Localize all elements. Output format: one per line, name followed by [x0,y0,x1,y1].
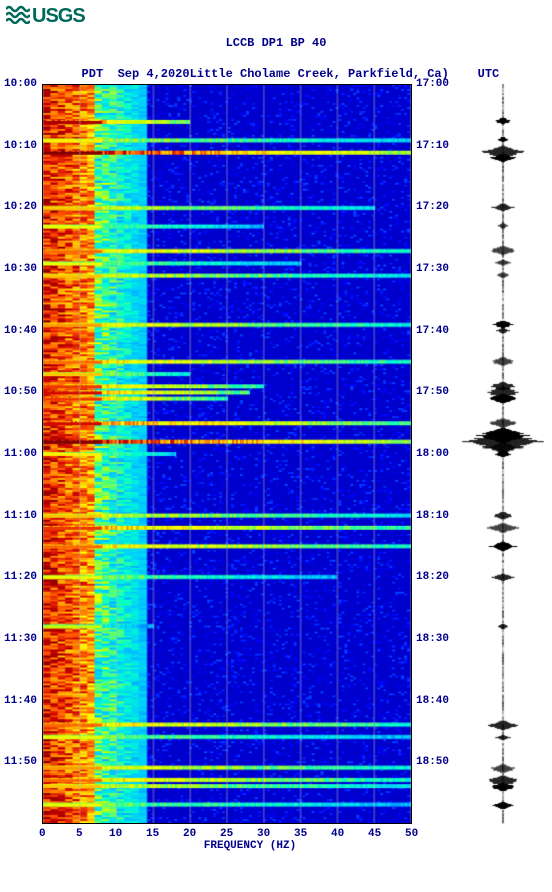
y-left-tick: 11:20 [4,571,37,583]
y-left-tick: 11:10 [4,510,37,522]
y-right-tick: 17:20 [416,201,449,213]
y-right-tick: 17:00 [416,78,449,90]
y-left-tick: 10:00 [4,78,37,90]
y-left-tick: 10:30 [4,263,37,275]
y-right-tick: 17:40 [416,325,449,337]
y-left-tick: 11:00 [4,448,37,460]
x-tick: 30 [257,828,270,840]
seismogram-canvas [460,84,546,824]
x-tick: 5 [76,828,83,840]
y-right-tick: 18:20 [416,571,449,583]
x-tick: 25 [220,828,233,840]
y-right-tick: 17:30 [416,263,449,275]
x-tick: 40 [331,828,344,840]
x-tick: 15 [146,828,159,840]
y-right-tick: 18:00 [416,448,449,460]
x-tick: 20 [183,828,196,840]
y-left-tick: 11:50 [4,756,37,768]
y-left-tick: 10:50 [4,386,37,398]
y-right-tick: 18:10 [416,510,449,522]
y-right-tick: 18:30 [416,633,449,645]
wave-icon [6,4,30,29]
y-left-tick: 10:10 [4,140,37,152]
x-tick: 50 [405,828,418,840]
seismogram-panel [460,84,546,824]
usgs-text: USGS [32,5,85,28]
y-right-tick: 17:10 [416,140,449,152]
y-left-tick: 11:30 [4,633,37,645]
y-left-tick: 10:40 [4,325,37,337]
x-tick: 35 [294,828,307,840]
y-right-tick: 18:50 [416,756,449,768]
usgs-logo: USGS [6,4,85,29]
x-tick: 45 [368,828,381,840]
x-axis-label: FREQUENCY (HZ) [150,840,350,852]
y-right-tick: 17:50 [416,386,449,398]
y-right-tick: 18:40 [416,695,449,707]
spectrogram-canvas [42,84,412,824]
x-tick: 0 [39,828,46,840]
station-line: LCCB DP1 BP 40 [0,36,552,52]
spectrogram-chart [42,84,412,824]
y-left-tick: 10:20 [4,201,37,213]
x-tick: 10 [109,828,122,840]
y-left-tick: 11:40 [4,695,37,707]
